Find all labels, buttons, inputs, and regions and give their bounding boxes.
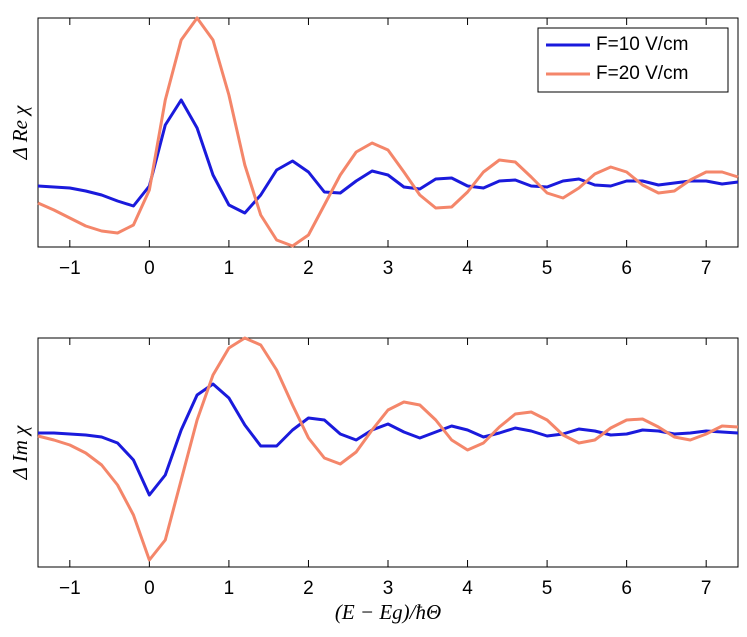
x-tick-label: 5 <box>542 258 553 279</box>
plot-area <box>37 337 739 568</box>
y-axis-label: Δ Im χ <box>8 425 32 481</box>
x-tick-label: 7 <box>701 258 712 279</box>
legend-label: F=10 V/cm <box>596 34 688 55</box>
x-tick-label: 1 <box>224 578 235 599</box>
x-tick-label: 4 <box>462 258 473 279</box>
x-tick-label: 6 <box>621 578 632 599</box>
y-axis-label: Δ Re χ <box>8 105 32 161</box>
series-line <box>37 336 739 562</box>
legend <box>537 27 729 93</box>
x-tick-label: 7 <box>701 578 712 599</box>
series-line <box>38 382 739 497</box>
x-tick-label: −1 <box>59 578 81 599</box>
x-tick-label: 0 <box>144 258 155 279</box>
series-line <box>37 98 739 215</box>
x-tick-label: 5 <box>542 578 553 599</box>
x-axis-label: (E − Eg)/ħΘ <box>335 600 441 624</box>
x-tick-label: 0 <box>144 578 155 599</box>
x-tick-label: 1 <box>224 258 235 279</box>
x-tick-label: −1 <box>59 258 81 279</box>
x-tick-label: 3 <box>383 578 394 599</box>
x-tick-label: 2 <box>303 578 314 599</box>
series-line <box>37 16 739 248</box>
x-tick-label: 3 <box>383 258 394 279</box>
legend-label: F=20 V/cm <box>596 63 688 84</box>
x-tick-label: 2 <box>303 258 314 279</box>
x-tick-label: 4 <box>462 578 473 599</box>
x-tick-label: 6 <box>621 258 632 279</box>
